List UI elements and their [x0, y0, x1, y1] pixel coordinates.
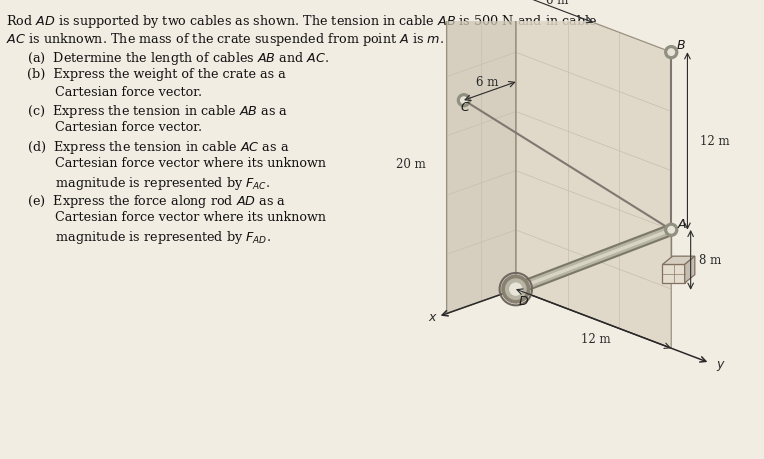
Text: (d)  Express the tension in cable $AC$ as a: (d) Express the tension in cable $AC$ as… — [11, 139, 290, 156]
Text: magnitude is represented by $F_{AD}$.: magnitude is represented by $F_{AD}$. — [11, 229, 271, 246]
Text: Cartesian force vector.: Cartesian force vector. — [11, 121, 202, 134]
Text: $B$: $B$ — [676, 39, 685, 52]
Text: Rod $AD$ is supported by two cables as shown. The tension in cable $AB$ is 500 N: Rod $AD$ is supported by two cables as s… — [6, 13, 597, 30]
Text: (c)  Express the tension in cable $AB$ as a: (c) Express the tension in cable $AB$ as… — [11, 103, 289, 120]
Text: (b)  Express the weight of the crate as a: (b) Express the weight of the crate as a — [11, 67, 286, 80]
Polygon shape — [447, 0, 516, 314]
Text: $AC$ is unknown. The mass of the crate suspended from point $A$ is $m$.: $AC$ is unknown. The mass of the crate s… — [6, 31, 445, 48]
Circle shape — [665, 46, 678, 60]
Text: $C$: $C$ — [460, 101, 471, 114]
Polygon shape — [516, 0, 672, 348]
Text: Cartesian force vector where its unknown: Cartesian force vector where its unknown — [11, 157, 326, 170]
Circle shape — [506, 280, 526, 300]
Circle shape — [510, 284, 522, 296]
Text: 6 m: 6 m — [476, 76, 499, 89]
Text: 20 m: 20 m — [396, 158, 426, 171]
Circle shape — [668, 50, 675, 56]
Circle shape — [458, 95, 471, 107]
Text: $x$: $x$ — [428, 311, 438, 324]
Text: 12 m: 12 m — [701, 135, 730, 148]
Polygon shape — [662, 257, 694, 265]
Text: Cartesian force vector.: Cartesian force vector. — [11, 85, 202, 98]
Circle shape — [502, 276, 529, 303]
Text: $y$: $y$ — [716, 358, 726, 372]
Polygon shape — [685, 257, 694, 283]
Text: 8 m: 8 m — [699, 254, 721, 267]
Text: 12 m: 12 m — [581, 332, 610, 345]
Text: (e)  Express the force along rod $AD$ as a: (e) Express the force along rod $AD$ as … — [11, 193, 286, 210]
Text: $D$: $D$ — [518, 294, 529, 307]
Circle shape — [668, 227, 675, 234]
Text: $A$: $A$ — [677, 218, 687, 231]
Text: magnitude is represented by $F_{AC}$.: magnitude is represented by $F_{AC}$. — [11, 175, 271, 192]
Text: Cartesian force vector where its unknown: Cartesian force vector where its unknown — [11, 211, 326, 224]
Text: (a)  Determine the length of cables $AB$ and $AC$.: (a) Determine the length of cables $AB$ … — [11, 50, 330, 67]
Text: 6 m: 6 m — [545, 0, 568, 7]
Circle shape — [665, 224, 678, 237]
Polygon shape — [662, 265, 685, 283]
Circle shape — [461, 98, 467, 104]
